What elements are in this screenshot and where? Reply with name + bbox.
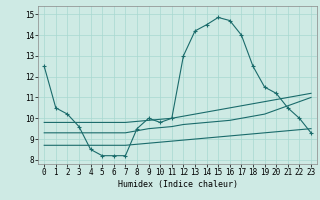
X-axis label: Humidex (Indice chaleur): Humidex (Indice chaleur)	[118, 180, 238, 189]
